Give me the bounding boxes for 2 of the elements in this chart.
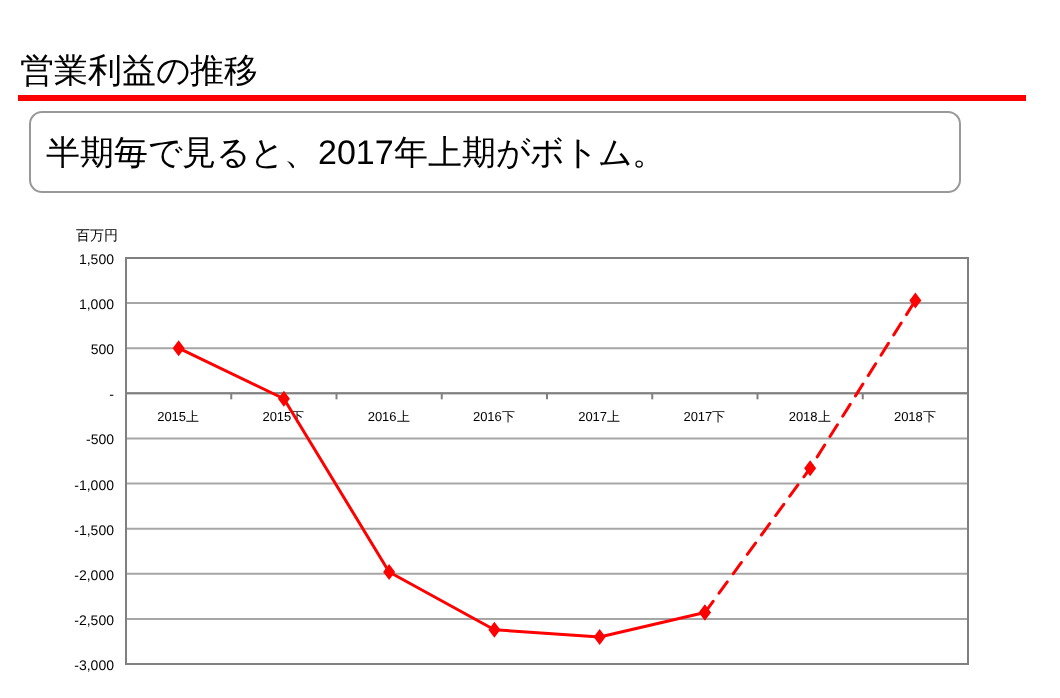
chart-title: 営業利益の推移 xyxy=(20,52,258,90)
chart-subtitle: 半期毎で見ると、2017年上期がボトム。 xyxy=(46,134,666,172)
